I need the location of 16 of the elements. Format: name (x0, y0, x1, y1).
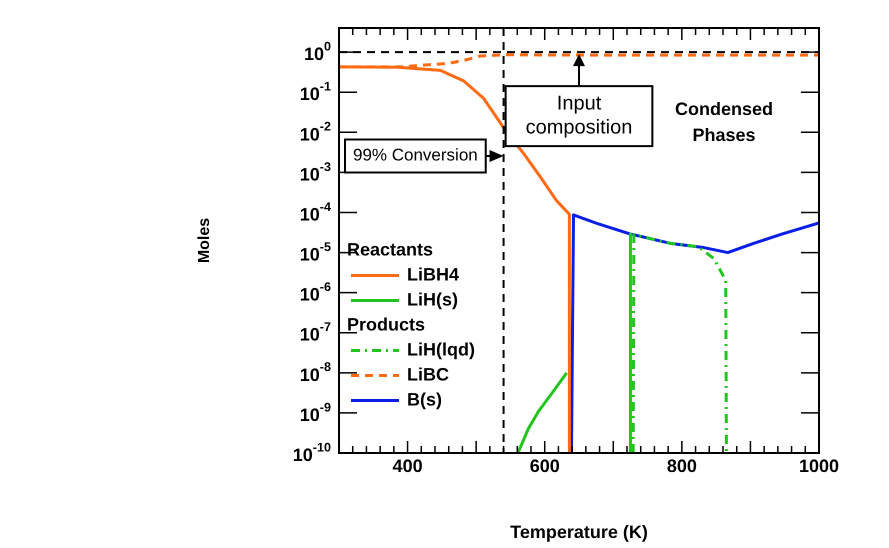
annotation: Condensed Phases (674, 98, 774, 145)
legend-label: LiH(s) (407, 289, 458, 310)
x-tick-label: 800 (666, 456, 697, 476)
legend-label: LiH(lqd) (407, 339, 475, 360)
annotation: Products (347, 314, 426, 334)
ref-line-label: Input composition (526, 92, 632, 139)
x-tick-label: 600 (530, 456, 560, 476)
legend-label: LiBC (407, 364, 449, 384)
x-tick-label: 1000 (798, 456, 840, 476)
legend-label: LiBH4 (407, 264, 460, 284)
y-axis-title: Moles (196, 218, 214, 264)
ref-line-label: 99% Conversion (352, 146, 478, 165)
x-axis-title: Temperature (K) (510, 522, 648, 542)
annotation: Reactants (347, 239, 434, 260)
x-tick-label: 400 (392, 456, 423, 476)
legend-label: B(s) (407, 389, 442, 410)
